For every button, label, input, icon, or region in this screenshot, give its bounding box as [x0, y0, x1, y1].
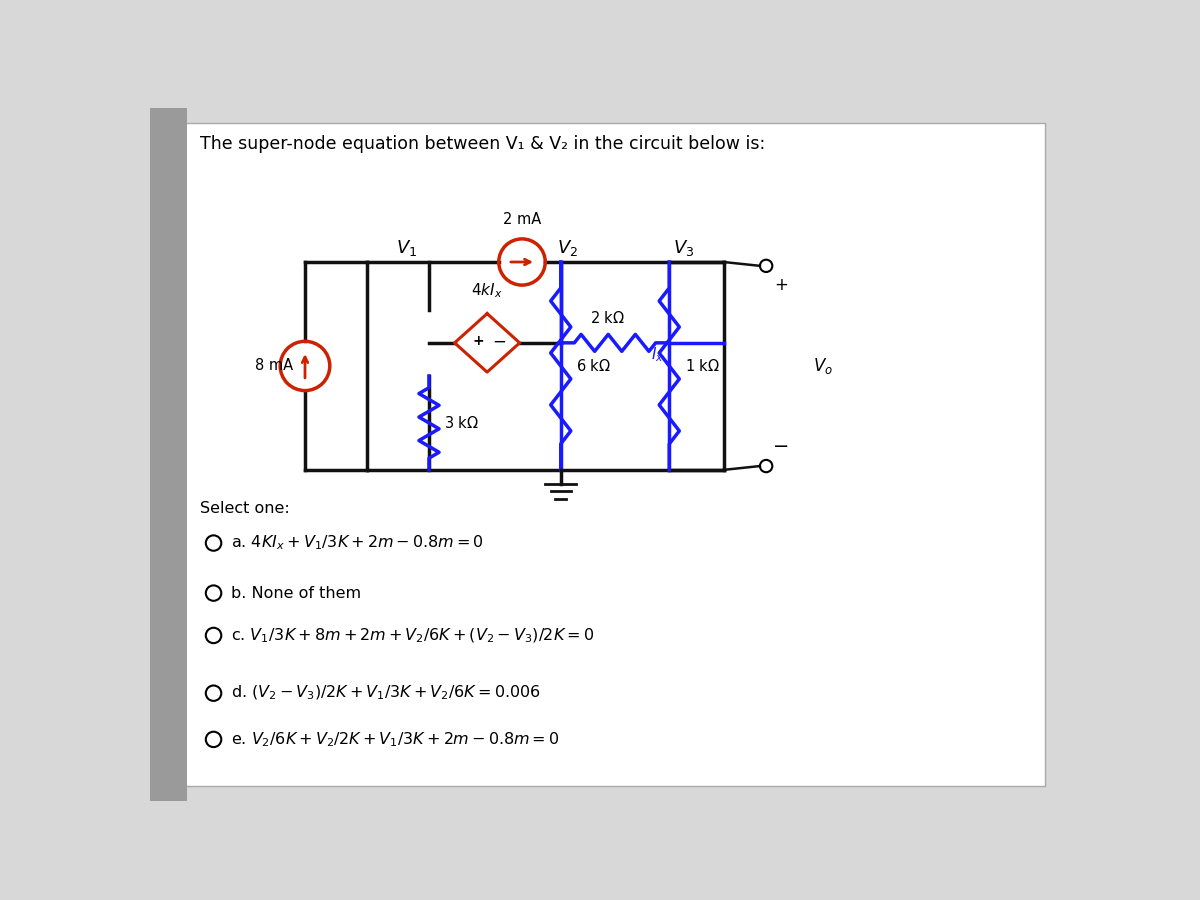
Text: −: − — [774, 437, 790, 456]
Text: +: + — [775, 276, 788, 294]
Text: $V_2$: $V_2$ — [557, 238, 578, 258]
Text: $4kI_x$: $4kI_x$ — [472, 281, 503, 300]
Text: 1 k$\Omega$: 1 k$\Omega$ — [685, 358, 720, 374]
FancyBboxPatch shape — [185, 123, 1045, 786]
Text: 3 k$\Omega$: 3 k$\Omega$ — [444, 415, 480, 431]
Bar — [150, 108, 187, 801]
Text: The super-node equation between V₁ & V₂ in the circuit below is:: The super-node equation between V₁ & V₂ … — [200, 135, 766, 153]
Text: 2 k$\Omega$: 2 k$\Omega$ — [589, 310, 625, 326]
Text: 2 mA: 2 mA — [503, 212, 541, 228]
Text: c. $V_1/3K + 8m + 2m + V_2/6K + (V_2 - V_3)/2K = 0$: c. $V_1/3K + 8m + 2m + V_2/6K + (V_2 - V… — [232, 626, 595, 644]
Text: d. $(V_2 - V_3)/2K + V_1/3K + V_2/6K = 0.006$: d. $(V_2 - V_3)/2K + V_1/3K + V_2/6K = 0… — [232, 684, 541, 702]
Text: $V_1$: $V_1$ — [396, 238, 418, 258]
Text: −: − — [492, 332, 505, 350]
Text: Select one:: Select one: — [200, 500, 290, 516]
Text: 6 k$\Omega$: 6 k$\Omega$ — [576, 358, 611, 374]
Text: $I_x$: $I_x$ — [652, 345, 664, 364]
Text: $V_3$: $V_3$ — [673, 238, 695, 258]
Text: a. $4KI_x + V_1/3K + 2m - 0.8m = 0$: a. $4KI_x + V_1/3K + 2m - 0.8m = 0$ — [232, 534, 484, 553]
Text: $V_o$: $V_o$ — [812, 356, 833, 376]
Text: +: + — [472, 334, 484, 348]
Text: b. None of them: b. None of them — [232, 586, 361, 600]
Text: 8 mA: 8 mA — [256, 358, 293, 374]
Text: e. $V_2/6K + V_2/2K + V_1/3K + 2m - 0.8m = 0$: e. $V_2/6K + V_2/2K + V_1/3K + 2m - 0.8m… — [232, 730, 560, 749]
